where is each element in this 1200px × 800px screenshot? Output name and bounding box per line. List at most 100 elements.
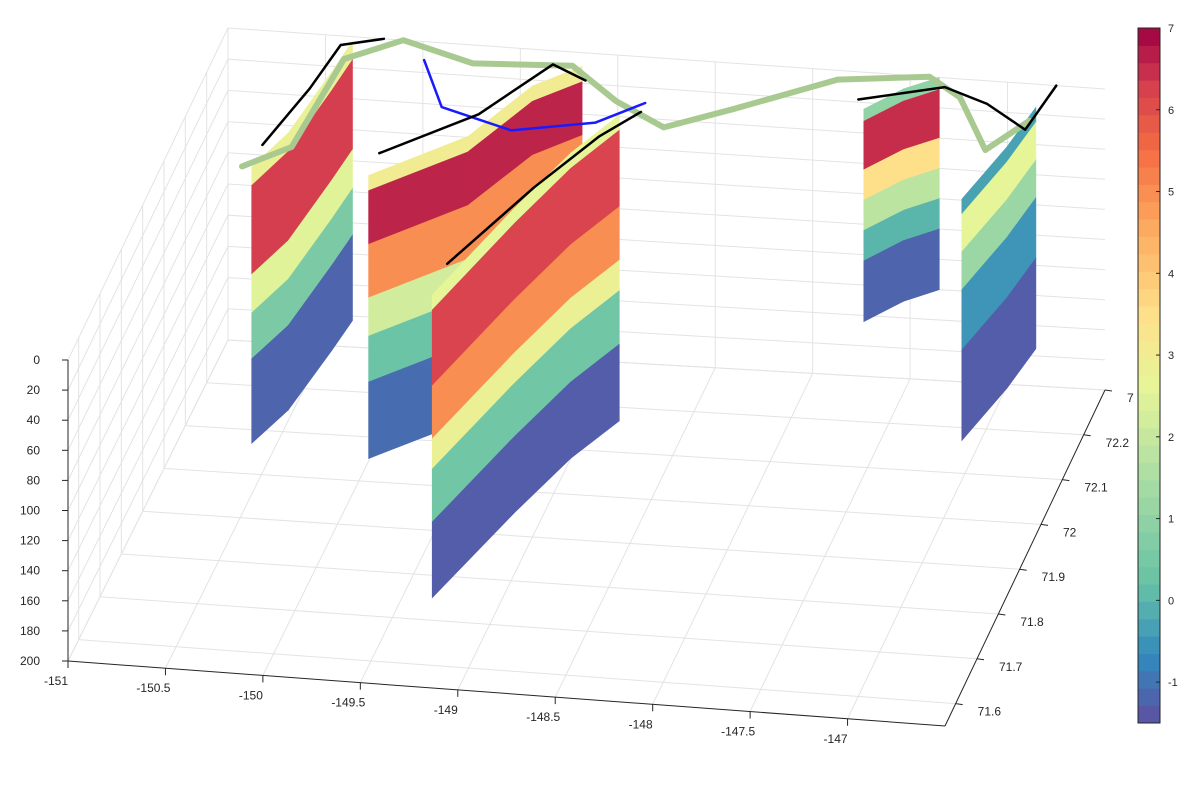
y-tick-mark-2 xyxy=(998,613,1006,616)
colorbar-segment-15 xyxy=(1138,445,1160,463)
colorbar-segment-3 xyxy=(1138,653,1160,672)
grid-floor-x-1 xyxy=(164,345,326,669)
z-tick-label-9: 180 xyxy=(20,624,40,638)
grid-wall-z-7 xyxy=(67,245,1106,571)
colorbar-tick-label-0: -1 xyxy=(1168,677,1178,689)
section-A xyxy=(251,40,353,444)
colorbar-tick-label-3: 2 xyxy=(1168,432,1174,444)
grid-wall-z-0 xyxy=(67,27,1106,361)
colorbar-segment-5 xyxy=(1138,618,1160,637)
z-tick-label-0: 0 xyxy=(33,353,40,367)
x-tick-label-7: -147.5 xyxy=(721,725,755,739)
colorbar-tick-label-7: 6 xyxy=(1168,105,1174,117)
colorbar-segment-38 xyxy=(1138,45,1160,64)
surface-track-3 xyxy=(378,63,587,155)
grid-floor-x-7 xyxy=(749,378,911,712)
grid xyxy=(67,27,1106,719)
section-E xyxy=(961,106,1037,442)
y-tick-label-3: 71.9 xyxy=(1042,570,1066,584)
x-tick-label-4: -149 xyxy=(434,703,458,717)
colorbar-segment-19 xyxy=(1138,375,1160,394)
grid-floor-y-0 xyxy=(78,639,956,705)
colorbar-tick-label-6: 5 xyxy=(1168,187,1174,199)
grid-wall-z-6 xyxy=(67,214,1106,541)
colorbar-segment-4 xyxy=(1138,636,1160,654)
colorbar-segment-35 xyxy=(1138,97,1160,116)
colorbar-segment-12 xyxy=(1138,497,1160,515)
colorbar-segment-11 xyxy=(1138,514,1160,533)
surface-track-5 xyxy=(857,84,1058,131)
y-tick-label-7: 7 xyxy=(1127,391,1134,405)
x-tick-label-8: -147 xyxy=(824,732,848,746)
z-tick-label-3: 60 xyxy=(27,443,41,457)
colorbar-segment-16 xyxy=(1138,427,1160,446)
surface-track-4 xyxy=(445,110,643,266)
colorbar-segment-30 xyxy=(1138,184,1160,203)
colorbar-segment-36 xyxy=(1138,80,1160,98)
colorbar-segment-21 xyxy=(1138,340,1160,359)
z-tick-label-1: 20 xyxy=(27,383,41,397)
z-tick-label-4: 80 xyxy=(27,473,41,487)
colorbar-segment-27 xyxy=(1138,236,1160,255)
colorbar-tick-label-4: 3 xyxy=(1168,350,1174,362)
colorbar-tick-label-2: 1 xyxy=(1168,514,1174,526)
colorbar-segment-39 xyxy=(1138,28,1160,46)
z-tick-label-8: 160 xyxy=(20,594,40,608)
colorbar-segment-32 xyxy=(1138,149,1160,168)
colorbar-segment-18 xyxy=(1138,392,1160,411)
section-E-panel-1-band-4 xyxy=(1006,257,1037,390)
colorbar-segment-1 xyxy=(1138,688,1160,707)
x-tick-label-2: -150 xyxy=(239,688,263,702)
y-tick-label-0: 71.6 xyxy=(978,705,1002,719)
y-tick-mark-3 xyxy=(1019,568,1027,571)
section-C xyxy=(431,114,620,599)
grid-floor-y-3 xyxy=(142,510,1020,570)
colorbar-tick-label-1: 0 xyxy=(1168,595,1174,607)
colorbar-segment-7 xyxy=(1138,584,1160,602)
colorbar-segment-2 xyxy=(1138,670,1160,689)
colorbar-segment-20 xyxy=(1138,358,1160,376)
y-tick-mark-6 xyxy=(1083,434,1091,437)
colorbar-segment-9 xyxy=(1138,549,1160,568)
colorbar-segment-6 xyxy=(1138,601,1160,620)
colorbar-segment-14 xyxy=(1138,462,1160,481)
colorbar-tick-label-8: 7 xyxy=(1168,23,1174,35)
section-C-panel-2-band-5 xyxy=(570,343,620,459)
curtain-sections xyxy=(251,40,1037,599)
y-tick-label-4: 72 xyxy=(1063,525,1077,539)
colorbar-segment-26 xyxy=(1138,253,1160,272)
surface-track-2 xyxy=(261,37,386,147)
grid-floor-x-6 xyxy=(652,373,814,705)
y-axis-line xyxy=(944,389,1106,727)
x-tick-label-6: -148 xyxy=(629,717,653,731)
colorbar: -1 0 1 2 3 4 5 6 7 xyxy=(1137,23,1178,724)
surface-tracks xyxy=(239,37,1058,266)
grid-floor-y-6 xyxy=(206,382,1084,436)
z-tick-label-5: 100 xyxy=(20,504,40,518)
surface-track-1 xyxy=(422,58,647,132)
y-tick-mark-7 xyxy=(1104,389,1113,392)
z-tick-label-10: 200 xyxy=(20,654,40,668)
colorbar-tick-label-5: 4 xyxy=(1168,268,1174,280)
grid-wall-z-10 xyxy=(67,339,1106,662)
section-D xyxy=(863,77,940,323)
surface-track-0 xyxy=(239,37,1033,170)
colorbar-segment-34 xyxy=(1138,114,1160,133)
z-tick-label-2: 40 xyxy=(27,413,41,427)
grid-floor-y-4 xyxy=(163,467,1042,525)
colorbar-segment-10 xyxy=(1138,531,1160,550)
colorbar-segment-24 xyxy=(1138,288,1160,307)
colorbar-segment-22 xyxy=(1138,323,1160,342)
colorbar-segment-8 xyxy=(1138,566,1160,585)
grid-wall-z-8 xyxy=(67,277,1106,602)
x-tick-label-5: -148.5 xyxy=(526,710,560,724)
colorbar-segment-37 xyxy=(1138,62,1160,81)
z-tick-label-6: 120 xyxy=(20,534,40,548)
colorbar-frame xyxy=(1137,27,1161,724)
colorbar-segment-33 xyxy=(1138,132,1160,151)
y-tick-mark-4 xyxy=(1040,523,1049,526)
section-A-panel-2-band-4 xyxy=(331,234,353,352)
colorbar-segment-0 xyxy=(1138,705,1160,724)
colorbar-segment-31 xyxy=(1138,167,1160,185)
y-tick-mark-1 xyxy=(976,658,985,661)
